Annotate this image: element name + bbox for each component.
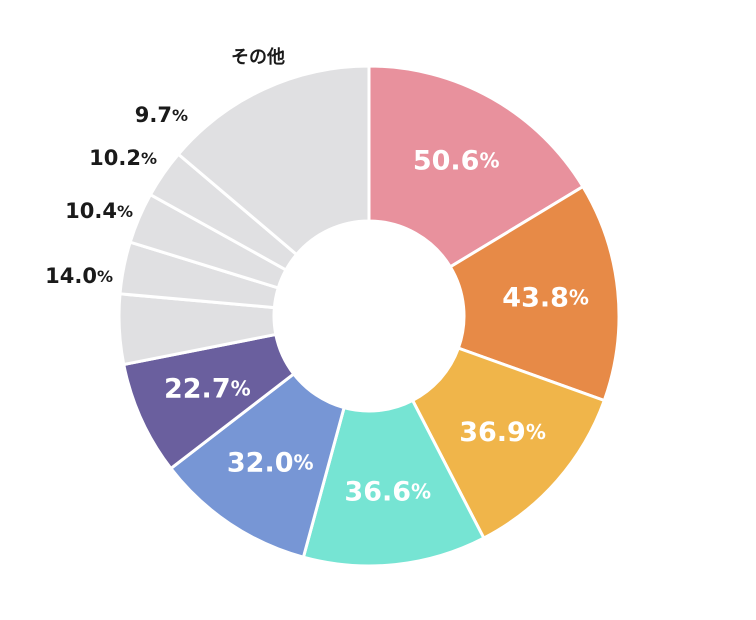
slice-other	[176, 64, 371, 257]
data-label-22-7: 22.7%	[164, 373, 251, 404]
data-label-14-0: 14.0%	[45, 264, 113, 288]
data-label-36-9-unit: %	[526, 419, 546, 443]
data-label-10-2-unit: %	[141, 149, 157, 168]
data-label-14-0-unit: %	[97, 267, 113, 286]
slice-43-8	[448, 184, 621, 403]
data-label-10-4-number: 10.4	[65, 199, 117, 223]
data-label-10-2-number: 10.2	[89, 146, 141, 170]
data-label-36-6-number: 36.6	[344, 476, 411, 507]
data-label-36-6-unit: %	[411, 479, 431, 503]
data-label-10-4: 10.4%	[65, 199, 133, 223]
data-label-9-7: 9.7%	[135, 103, 188, 127]
data-label-32-0-number: 32.0	[227, 447, 294, 478]
other-label: その他	[231, 46, 285, 68]
data-label-10-2: 10.2%	[89, 146, 157, 170]
data-label-50-6: 50.6%	[413, 145, 500, 176]
slice-50-6	[367, 64, 585, 269]
data-label-43-8: 43.8%	[502, 282, 589, 313]
donut-labels: 50.6%43.8%36.9%36.6%32.0%22.7%14.0%10.4%…	[45, 46, 589, 507]
data-label-36-6: 36.6%	[344, 476, 431, 507]
data-label-32-0: 32.0%	[227, 447, 314, 478]
data-label-50-6-unit: %	[479, 148, 499, 172]
data-label-36-9-number: 36.9	[459, 416, 526, 447]
data-label-14-0-number: 14.0	[45, 264, 97, 288]
data-label-43-8-number: 43.8	[502, 282, 569, 313]
data-label-10-4-unit: %	[117, 202, 133, 221]
donut-slices	[117, 64, 621, 568]
data-label-32-0-unit: %	[294, 450, 314, 474]
slice-36-6	[301, 398, 486, 568]
data-label-43-8-unit: %	[569, 285, 589, 309]
data-label-9-7-unit: %	[172, 106, 188, 125]
data-label-9-7-number: 9.7	[135, 103, 172, 127]
data-label-50-6-number: 50.6	[413, 145, 480, 176]
data-label-22-7-number: 22.7	[164, 373, 231, 404]
slice-32-0	[168, 371, 346, 560]
data-label-22-7-unit: %	[231, 376, 251, 400]
data-label-36-9: 36.9%	[459, 416, 546, 447]
